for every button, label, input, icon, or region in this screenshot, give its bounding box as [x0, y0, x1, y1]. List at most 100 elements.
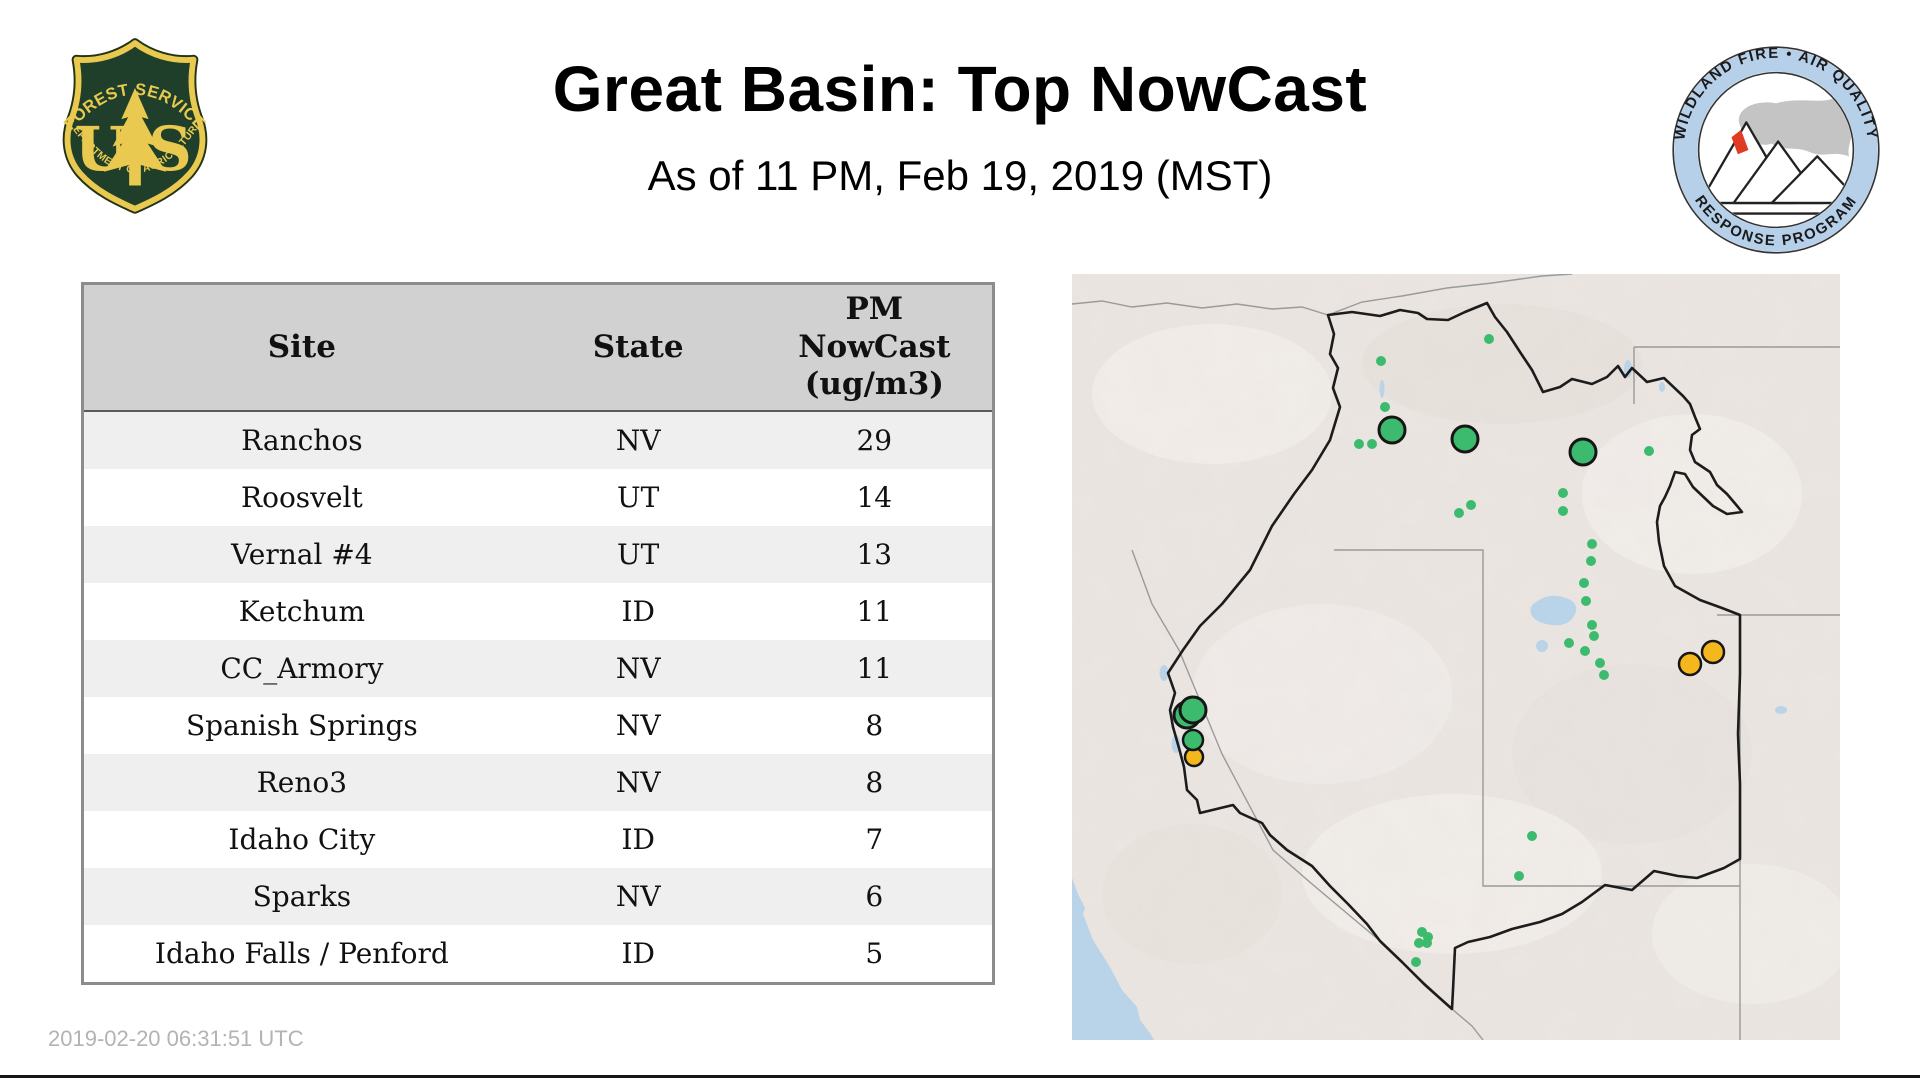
monitor-marker-green-small	[1454, 508, 1464, 518]
cell-site: Idaho City	[82, 811, 520, 868]
terrain-texture	[1072, 274, 1840, 1040]
cell-value: 8	[756, 754, 994, 811]
cell-site: Spanish Springs	[82, 697, 520, 754]
monitor-marker-green-small	[1414, 938, 1424, 948]
table-row: Idaho Falls / Penford ID 5	[82, 925, 994, 984]
monitor-marker-green-small	[1422, 938, 1432, 948]
cell-site: CC_Armory	[82, 640, 520, 697]
monitor-marker-green-small	[1558, 506, 1568, 516]
cell-site: Sparks	[82, 868, 520, 925]
nowcast-table: Site State PM NowCast (ug/m3) Ranchos NV 2…	[81, 282, 995, 985]
cell-value: 14	[756, 469, 994, 526]
cell-site: Idaho Falls / Penford	[82, 925, 520, 984]
table-body: Ranchos NV 29 Roosvelt UT 14 Vernal #4 UT 13 Ketc…	[82, 411, 994, 984]
cell-value: 13	[756, 526, 994, 583]
monitor-marker-green-large	[1568, 437, 1598, 467]
cell-value: 5	[756, 925, 994, 984]
column-header-pm-nowcast: PM NowCast (ug/m3)	[756, 283, 994, 412]
table-header-row: Site State PM NowCast (ug/m3)	[82, 283, 994, 412]
table-row: Roosvelt UT 14	[82, 469, 994, 526]
cell-state: NV	[519, 697, 757, 754]
cell-value: 29	[756, 411, 994, 469]
monitor-marker-green-small	[1580, 646, 1590, 656]
column-header-site: Site	[82, 283, 520, 412]
cell-state: ID	[519, 811, 757, 868]
table-row: Reno3 NV 8	[82, 754, 994, 811]
fs-letter-u: U	[75, 114, 128, 185]
cell-state: UT	[519, 526, 757, 583]
monitor-marker-green-small	[1564, 638, 1574, 648]
monitor-marker-green-small	[1527, 831, 1537, 841]
monitor-marker-yellow-large	[1677, 651, 1703, 677]
monitor-marker-green-small	[1587, 539, 1597, 549]
monitor-markers	[1172, 334, 1726, 967]
table-row: Ranchos NV 29	[82, 411, 994, 469]
forest-service-logo: FOREST SERVICE U S DEPARTMENT OF AGRICUL…	[57, 36, 209, 214]
monitor-marker-green-large	[1181, 728, 1205, 752]
monitor-marker-green-small	[1514, 871, 1524, 881]
nowcast-table-wrap: Site State PM NowCast (ug/m3) Ranchos NV 2…	[81, 282, 995, 985]
monitor-marker-green-large	[1178, 695, 1208, 725]
pine-tree-icon	[103, 87, 167, 186]
great-basin-boundary	[1166, 301, 1744, 1011]
monitor-marker-green-small	[1644, 446, 1654, 456]
table-row: CC_Armory NV 11	[82, 640, 994, 697]
monitor-marker-green-small	[1595, 658, 1605, 668]
table-row: Sparks NV 6	[82, 868, 994, 925]
fs-letter-s: S	[148, 114, 192, 185]
map-svg	[1071, 273, 1852, 1041]
table-row: Spanish Springs NV 8	[82, 697, 994, 754]
aq-logo-blue-ring	[1674, 48, 1878, 252]
monitor-marker-green-small	[1466, 500, 1476, 510]
monitor-marker-green-small	[1558, 488, 1568, 498]
monitor-marker-green-small	[1411, 957, 1421, 967]
page-title: Great Basin: Top NowCast	[552, 53, 1368, 125]
column-header-state: State	[519, 283, 757, 412]
page-subtitle: As of 11 PM, Feb 19, 2019 (MST)	[647, 152, 1273, 199]
cell-state: ID	[519, 925, 757, 984]
cell-state: NV	[519, 754, 757, 811]
lakes	[1159, 360, 1787, 753]
cell-site: Reno3	[82, 754, 520, 811]
monitor-marker-green-small	[1367, 439, 1377, 449]
cell-value: 8	[756, 697, 994, 754]
cell-value: 6	[756, 868, 994, 925]
cell-site: Vernal #4	[82, 526, 520, 583]
cell-state: NV	[519, 640, 757, 697]
monitor-marker-green-small	[1586, 556, 1596, 566]
monitor-marker-green-small	[1376, 356, 1386, 366]
monitor-marker-yellow-large	[1700, 639, 1726, 665]
monitor-marker-green-small	[1581, 596, 1591, 606]
monitor-marker-green-small	[1587, 620, 1597, 630]
monitor-marker-green-small	[1484, 334, 1494, 344]
ocean	[1072, 878, 1154, 1040]
cell-state: NV	[519, 868, 757, 925]
cell-state: NV	[519, 411, 757, 469]
monitor-marker-green-large	[1450, 424, 1480, 454]
cell-site: Ranchos	[82, 411, 520, 469]
table-row: Ketchum ID 11	[82, 583, 994, 640]
smoke-plume	[1738, 98, 1853, 157]
monitor-marker-green-small	[1579, 578, 1589, 588]
state-borders	[1071, 273, 1840, 1041]
cell-state: ID	[519, 583, 757, 640]
airquality-program-logo: WILDLAND FIRE • AIR QUALITY RESPONSE PRO…	[1672, 46, 1880, 254]
cell-value: 11	[756, 583, 994, 640]
cell-value: 11	[756, 640, 994, 697]
flame-icon	[1731, 129, 1749, 155]
monitor-marker-green-large	[1377, 415, 1407, 445]
table-row: Vernal #4 UT 13	[82, 526, 994, 583]
great-basin-map	[1071, 273, 1852, 1041]
bottom-rule	[0, 1075, 1920, 1078]
cell-value: 7	[756, 811, 994, 868]
monitor-marker-green-small	[1380, 402, 1390, 412]
cell-site: Roosvelt	[82, 469, 520, 526]
monitor-marker-green-small	[1599, 670, 1609, 680]
monitor-marker-green-small	[1589, 631, 1599, 641]
cell-state: UT	[519, 469, 757, 526]
generated-timestamp: 2019-02-20 06:31:51 UTC	[48, 1026, 304, 1051]
cell-site: Ketchum	[82, 583, 520, 640]
monitor-marker-green-small	[1354, 439, 1364, 449]
table-row: Idaho City ID 7	[82, 811, 994, 868]
